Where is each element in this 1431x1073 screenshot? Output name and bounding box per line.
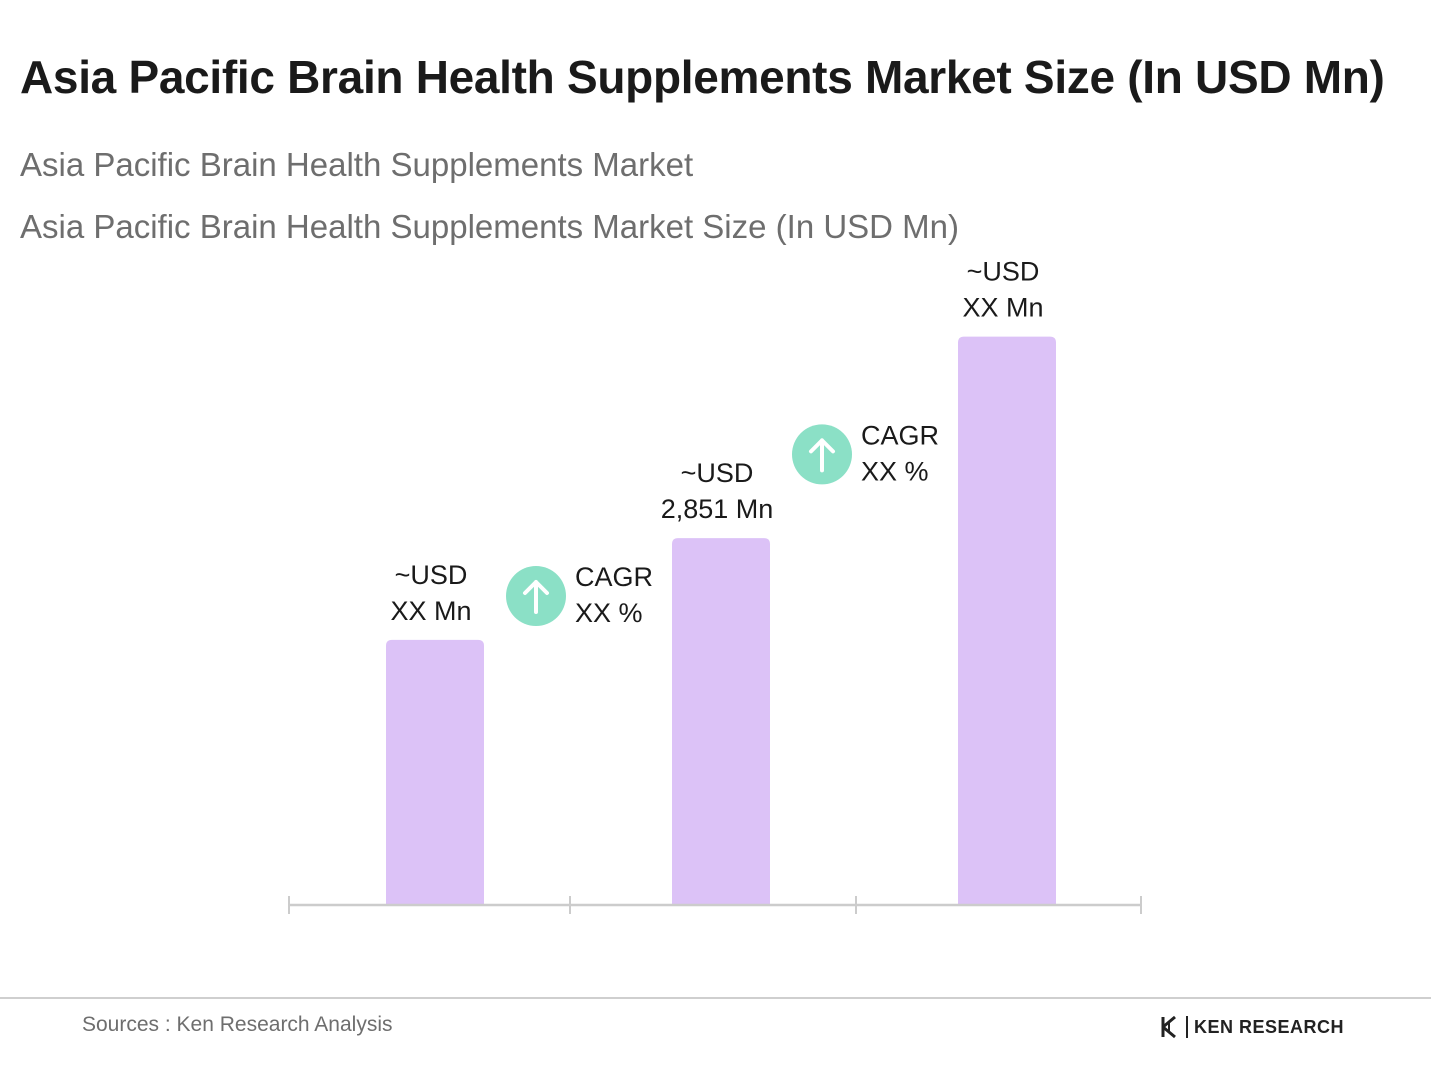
- source-note: Sources : Ken Research Analysis: [82, 1013, 393, 1036]
- data-label-1-line-1: ~USD: [395, 560, 468, 590]
- cagr-label-2-line-2: XX %: [861, 456, 929, 486]
- cagr-label-1-line-1: CAGR: [575, 562, 653, 592]
- data-label-1-line-2: XX Mn: [390, 596, 471, 626]
- chart-title: Asia Pacific Brain Health Supplements Ma…: [20, 51, 1385, 103]
- logo-separator: [1186, 1016, 1188, 1038]
- arrow-up-icon: [523, 580, 549, 615]
- chart-subtitle-size: Asia Pacific Brain Health Supplements Ma…: [20, 208, 960, 245]
- bar-2: [672, 538, 770, 905]
- bar-1: [386, 639, 484, 905]
- arrow-up-icon: [809, 438, 835, 473]
- ken-research-logo-icon: [1161, 1015, 1176, 1039]
- data-label-3-line-2: XX Mn: [962, 293, 1043, 323]
- bar-chart: ~USD XX Mn ~USD 2,851 Mn ~USD XX Mn CAGR XX % CA…: [288, 257, 1142, 914]
- data-label-3-line-1: ~USD: [967, 257, 1040, 287]
- footer-divider: [0, 997, 1431, 999]
- data-label-2-line-1: ~USD: [681, 458, 754, 488]
- logo-text: KEN RESEARCH: [1194, 1016, 1345, 1037]
- data-label-2-line-2: 2,851 Mn: [661, 494, 774, 524]
- cagr-label-1-line-2: XX %: [575, 598, 643, 628]
- bar-3: [958, 336, 1056, 906]
- chart-subtitle-market: Asia Pacific Brain Health Supplements Ma…: [20, 146, 694, 183]
- cagr-label-2-line-1: CAGR: [861, 420, 939, 450]
- ken-research-logo: KEN RESEARCH: [1160, 1015, 1344, 1039]
